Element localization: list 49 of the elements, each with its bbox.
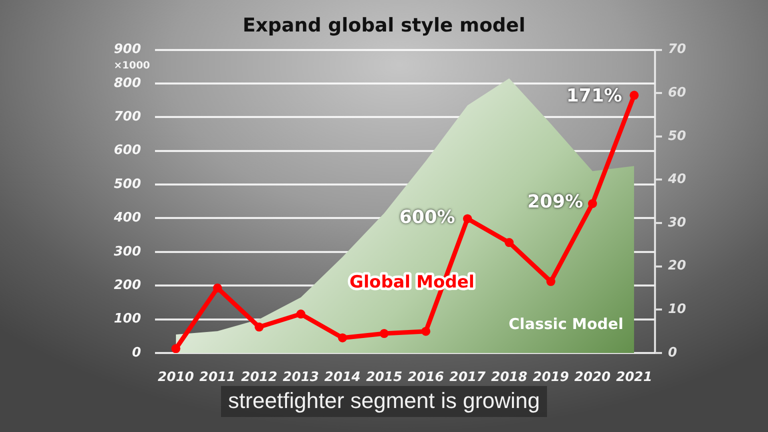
point (296, 310, 306, 319)
y2-tick-label: 60 (668, 85, 686, 100)
point (588, 199, 597, 208)
x-tick-label: 2021 (616, 370, 652, 386)
y-tick-label: 0 (132, 345, 141, 360)
point (504, 238, 514, 248)
y-tick-label: 400 (112, 210, 141, 226)
point (380, 329, 389, 338)
y-tick-label: 100 (114, 312, 141, 327)
x-tick-label: 2020 (574, 370, 611, 386)
y-tick-label: 800 (114, 76, 141, 91)
y-axis-title: ×1000 (114, 60, 150, 72)
x-tick-label: 2014 (324, 370, 361, 386)
annotation: 600% (399, 207, 455, 228)
annotation: 171% (566, 85, 622, 106)
y-tick-label: 600 (114, 143, 141, 158)
x-tick-label: 2018 (491, 370, 528, 386)
y2-tick-label: 50 (668, 128, 686, 144)
point (213, 284, 222, 293)
y-tick-label: 300 (114, 244, 141, 260)
series-label: Classic Model (508, 314, 624, 333)
x-tick-label: 2011 (199, 370, 236, 386)
y2-tick-label: 0 (668, 345, 678, 360)
x-tick-label: 2019 (532, 370, 569, 386)
y-tick-label: 200 (114, 278, 141, 293)
x-tick-label: 2012 (241, 370, 278, 386)
x-tick-label: 2016 (408, 370, 444, 386)
point (630, 90, 639, 100)
text: streetfighter segment is growing (221, 386, 547, 417)
x-tick-label: 2015 (366, 370, 402, 386)
point (546, 277, 556, 286)
y2-tick-label: 70 (668, 42, 686, 58)
point (254, 322, 264, 332)
y2-tick-label: 40 (667, 172, 686, 188)
x-tick-label: 2017 (449, 370, 487, 386)
chart-title: Expand global style model (242, 14, 526, 36)
y-tick-label: 500 (114, 176, 141, 192)
point (338, 333, 347, 342)
x-tick-label: 2010 (158, 370, 194, 386)
y-tick-label: 700 (114, 110, 141, 125)
point (421, 326, 430, 336)
annotation: 209% (527, 192, 583, 213)
y2-tick-label: 10 (668, 302, 686, 318)
y2-tick-label: 20 (668, 258, 686, 274)
x-tick-label: 2013 (282, 370, 319, 386)
y-tick-label: 900 (114, 42, 141, 58)
point (171, 344, 180, 353)
point (463, 214, 472, 224)
y2-tick-label: 30 (668, 215, 686, 230)
